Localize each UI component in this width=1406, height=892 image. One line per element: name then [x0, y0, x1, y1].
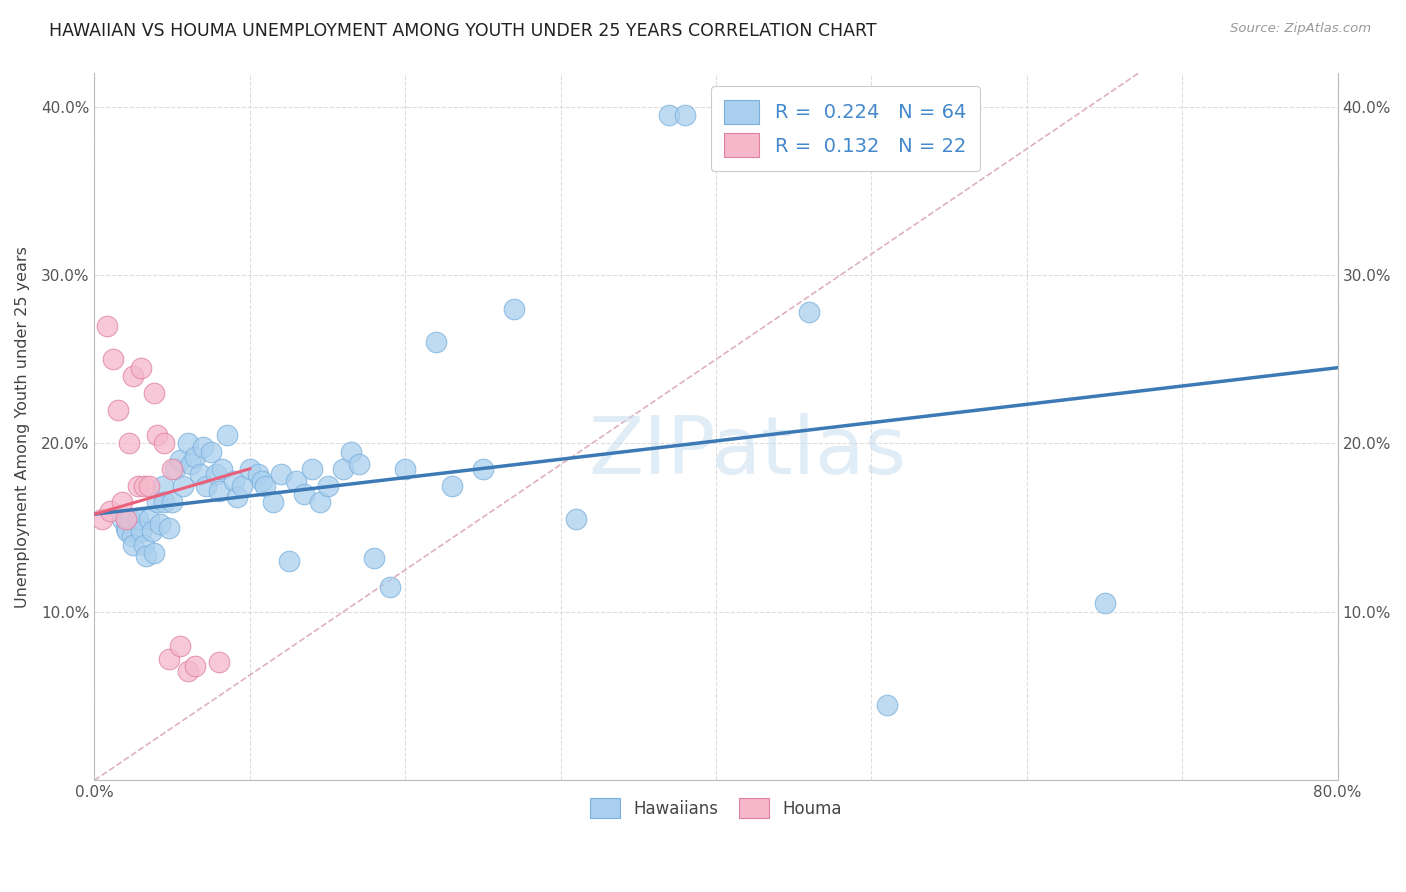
Point [208, 656, 231, 670]
Point [394, 461, 416, 475]
Text: ZIPatlas: ZIPatlas [588, 413, 907, 491]
Point [876, 698, 898, 712]
Point [658, 108, 681, 122]
Point [301, 461, 323, 475]
Point [565, 512, 588, 526]
Point [114, 521, 136, 535]
Point [135, 549, 157, 564]
Point [270, 467, 292, 481]
Point [160, 461, 183, 475]
Point [378, 580, 401, 594]
Point [96, 318, 118, 333]
Point [107, 402, 129, 417]
Point [142, 546, 165, 560]
Point [129, 524, 152, 538]
Point [165, 461, 187, 475]
Point [472, 461, 495, 475]
Point [121, 529, 143, 543]
Point [332, 461, 354, 475]
Point [363, 551, 385, 566]
Point [254, 478, 277, 492]
Point [145, 428, 167, 442]
Point [239, 461, 262, 475]
Point [118, 436, 141, 450]
Point [134, 537, 156, 551]
Point [138, 512, 160, 526]
Point [98, 504, 121, 518]
Point [292, 487, 315, 501]
Point [184, 658, 207, 673]
Point [129, 360, 152, 375]
Point [91, 512, 114, 526]
Point [115, 524, 138, 538]
Point [127, 478, 149, 492]
Point [246, 467, 269, 481]
Point [134, 478, 156, 492]
Point [149, 517, 172, 532]
Point [169, 453, 191, 467]
Point [347, 457, 370, 471]
Legend: Hawaiians, Houma: Hawaiians, Houma [583, 791, 848, 825]
Point [277, 554, 299, 568]
Point [252, 474, 274, 488]
Y-axis label: Unemployment Among Youth under 25 years: Unemployment Among Youth under 25 years [15, 245, 30, 607]
Point [138, 478, 160, 492]
Point [157, 521, 180, 535]
Point [111, 512, 134, 526]
Point [195, 478, 218, 492]
Point [224, 474, 246, 488]
Text: HAWAIIAN VS HOUMA UNEMPLOYMENT AMONG YOUTH UNDER 25 YEARS CORRELATION CHART: HAWAIIAN VS HOUMA UNEMPLOYMENT AMONG YOU… [49, 22, 877, 40]
Point [101, 352, 124, 367]
Point [503, 301, 526, 316]
Point [226, 491, 249, 505]
Point [127, 512, 149, 526]
Point [211, 461, 233, 475]
Point [153, 495, 176, 509]
Point [308, 495, 330, 509]
Point [200, 445, 222, 459]
Point [169, 639, 191, 653]
Text: Source: ZipAtlas.com: Source: ZipAtlas.com [1230, 22, 1371, 36]
Point [180, 457, 202, 471]
Point [340, 445, 363, 459]
Point [177, 436, 200, 450]
Point [184, 450, 207, 464]
Point [141, 524, 163, 538]
Point [142, 386, 165, 401]
Point [157, 652, 180, 666]
Point [177, 664, 200, 678]
Point [122, 369, 145, 384]
Point [285, 474, 308, 488]
Point [208, 483, 231, 498]
Point [160, 495, 183, 509]
Point [215, 428, 238, 442]
Point [153, 436, 176, 450]
Point [231, 478, 253, 492]
Point [111, 495, 134, 509]
Point [114, 512, 136, 526]
Point [799, 305, 821, 319]
Point [673, 108, 696, 122]
Point [204, 467, 226, 481]
Point [120, 512, 142, 526]
Point [440, 478, 463, 492]
Point [1094, 597, 1116, 611]
Point [152, 478, 174, 492]
Point [425, 335, 447, 350]
Point [262, 495, 284, 509]
Point [122, 537, 145, 551]
Point [316, 478, 339, 492]
Point [145, 495, 167, 509]
Point [188, 467, 211, 481]
Point [193, 440, 215, 454]
Point [172, 478, 194, 492]
